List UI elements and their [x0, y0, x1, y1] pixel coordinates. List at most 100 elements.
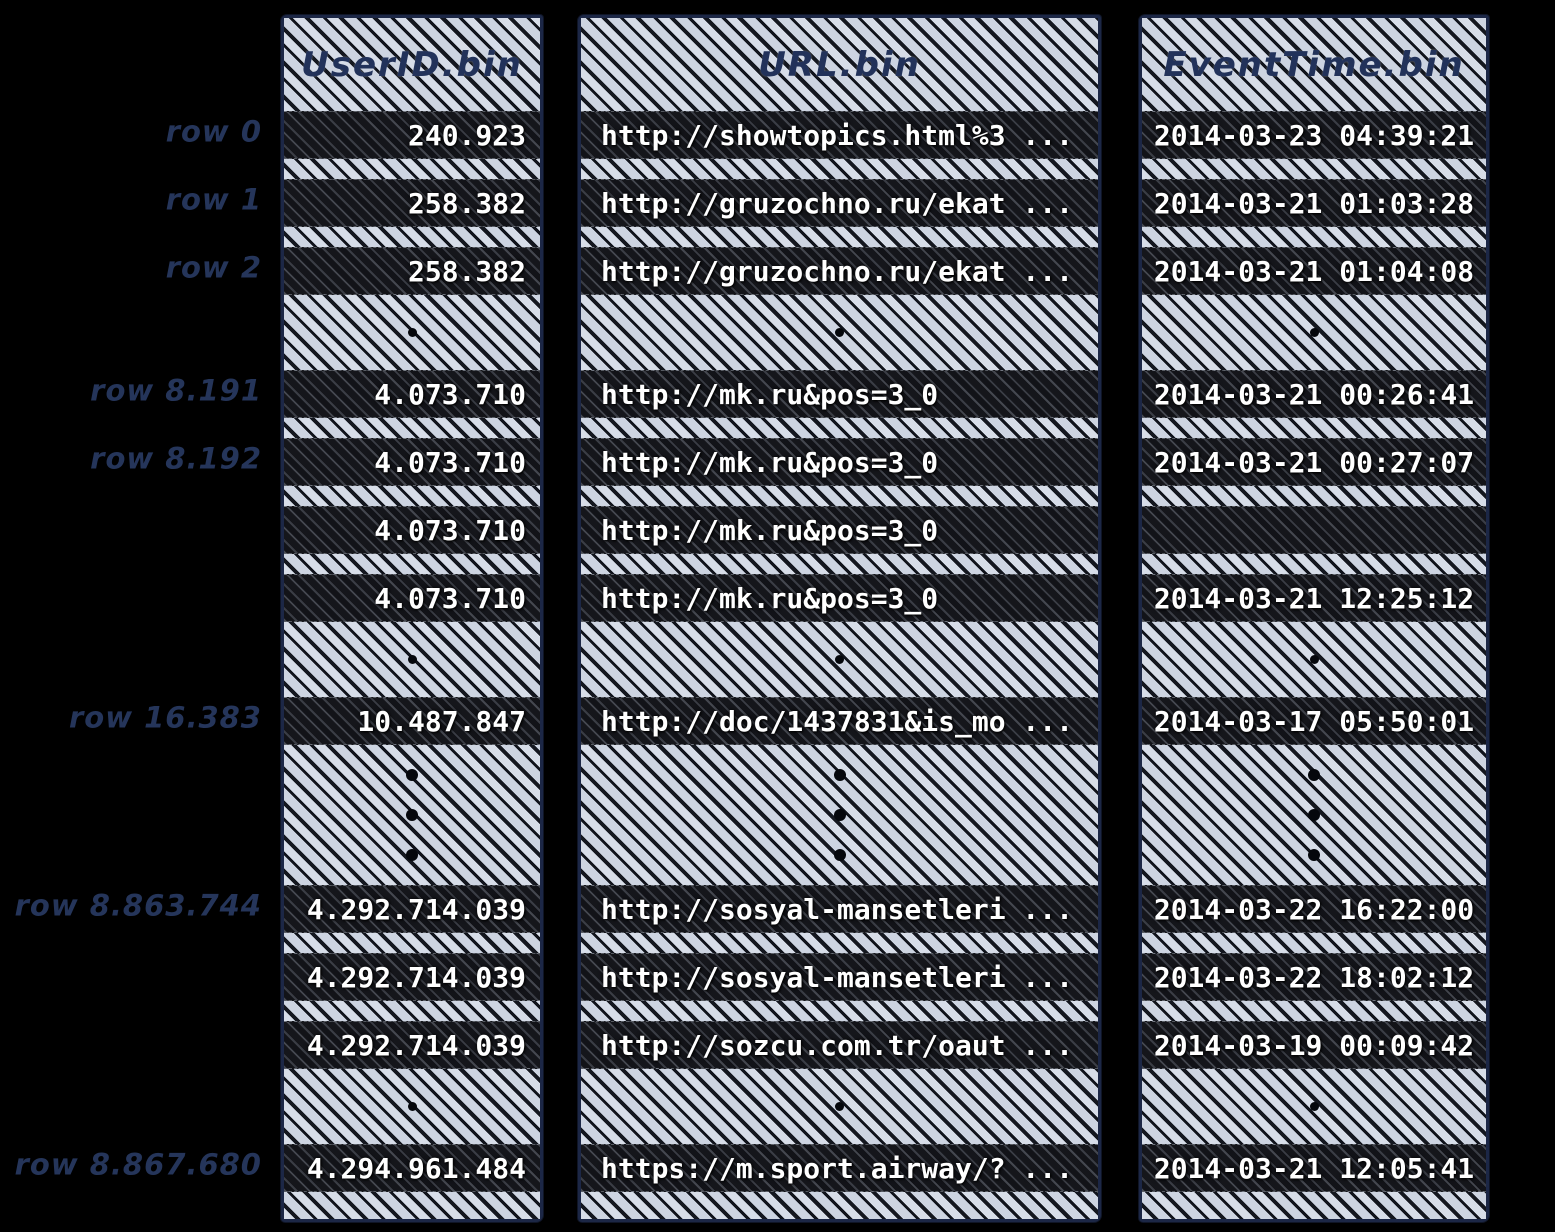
ellipsis-dot: [1309, 1102, 1319, 1111]
cell-value: http://mk.ru&pos=3_0: [601, 581, 939, 615]
ellipsis-dot: [406, 809, 418, 821]
row-label: row 1: [165, 182, 262, 217]
ellipsis-dot: [407, 1102, 417, 1111]
row-label: row 0: [165, 114, 262, 149]
omitted-rows-gap: [1142, 1069, 1486, 1144]
column-file-eventtime: EventTime.bin 2014-03-23 04:39:21 2014-03-…: [1139, 15, 1489, 1222]
data-cell-userid: 4.073.710: [284, 574, 540, 622]
cell-value: 2014-03-21 12:05:41: [1153, 1151, 1475, 1185]
column-footer: [1142, 1192, 1486, 1219]
omitted-rows-gap: [581, 622, 1098, 697]
data-cell-eventtime: 2014-03-21 00:26:41: [1142, 370, 1486, 418]
row-separator: [581, 1001, 1098, 1021]
column-header-eventtime: EventTime.bin: [1142, 18, 1486, 111]
row-separator: [581, 418, 1098, 438]
cell-value: 2014-03-23 04:39:21: [1153, 118, 1475, 152]
ellipsis-dot: [1308, 809, 1320, 821]
cell-value: http://mk.ru&pos=3_0: [601, 377, 939, 411]
row-label: row 8.192: [90, 441, 262, 476]
row-label: row 8.191: [90, 373, 262, 408]
data-cell-url: http://gruzochno.ru/ekat ...: [581, 179, 1098, 227]
ellipsis-dot: [1308, 769, 1320, 781]
row-separator: [1142, 1001, 1486, 1021]
data-cell-userid: 4.294.961.484: [284, 1144, 540, 1192]
data-cell-userid: 4.292.714.039: [284, 953, 540, 1001]
cell-value: 2014-03-17 05:50:01: [1153, 704, 1475, 738]
data-cell-url: http://sosyal-mansetleri ...: [581, 885, 1098, 933]
data-cell-url: http://gruzochno.ru/ekat ...: [581, 247, 1098, 295]
cell-value: 2014-03-21 00:27:07: [1153, 445, 1475, 479]
cell-value: 2014-03-19 00:09:42: [1153, 1028, 1475, 1062]
row-separator: [581, 227, 1098, 247]
data-cell-eventtime: 2014-03-21 00:27:07: [1142, 438, 1486, 486]
row-separator: [1142, 159, 1486, 179]
cell-value: http://sosyal-mansetleri ...: [601, 892, 1074, 926]
data-cell-eventtime: 2014-03-23 04:39:21: [1142, 111, 1486, 159]
column-file-url: URL.bin http://showtopics.html%3 ... http:…: [578, 15, 1101, 1222]
ellipsis-dots: [1142, 745, 1486, 885]
data-cell-url: http://sozcu.com.tr/oaut ...: [581, 1021, 1098, 1069]
ellipsis-dot: [833, 769, 846, 781]
data-cell-url: http://sosyal-mansetleri ...: [581, 953, 1098, 1001]
cell-value: 2014-03-21 01:04:08: [1153, 254, 1475, 288]
row-separator: [1142, 554, 1486, 574]
omitted-rows-gap: [581, 295, 1098, 370]
ellipsis-dot: [835, 328, 844, 337]
data-cell-userid: 4.292.714.039: [284, 885, 540, 933]
omitted-rows-gap: [284, 1069, 540, 1144]
row-separator: [1142, 227, 1486, 247]
column-footer: [284, 1192, 540, 1219]
row-separator: [284, 486, 540, 506]
data-cell-userid: 4.292.714.039: [284, 1021, 540, 1069]
column-header-label: URL.bin: [758, 44, 921, 85]
cell-value: 10.487.847: [357, 704, 526, 738]
cell-value: 4.073.710: [374, 513, 526, 547]
column-footer: [581, 1192, 1098, 1219]
cell-value: 2014-03-21 01:03:28: [1153, 186, 1475, 220]
data-cell-url: http://showtopics.html%3 ...: [581, 111, 1098, 159]
data-cell-eventtime: [1142, 506, 1486, 554]
row-separator: [284, 227, 540, 247]
data-cell-url: http://mk.ru&pos=3_0: [581, 438, 1098, 486]
cell-value: http://mk.ru&pos=3_0: [601, 513, 939, 547]
row-separator: [284, 159, 540, 179]
ellipsis-dots: [581, 745, 1098, 885]
data-cell-userid: 240.923: [284, 111, 540, 159]
cell-value: 258.382: [407, 254, 526, 288]
cell-value: 240.923: [407, 118, 526, 152]
data-cell-userid: 258.382: [284, 179, 540, 227]
data-cell-eventtime: 2014-03-21 12:05:41: [1142, 1144, 1486, 1192]
ellipsis-dot: [835, 1102, 844, 1111]
cell-value: http://gruzochno.ru/ekat ...: [601, 254, 1074, 288]
row-label-gutter: row 0 row 1 row 2 row 8.191 row 8.192 row 16.…: [0, 0, 272, 1232]
cell-value: http://showtopics.html%3 ...: [601, 118, 1074, 152]
data-cell-eventtime: 2014-03-22 18:02:12: [1142, 953, 1486, 1001]
data-cell-userid: 4.073.710: [284, 506, 540, 554]
data-cell-eventtime: 2014-03-17 05:50:01: [1142, 697, 1486, 745]
cell-value: http://sosyal-mansetleri ...: [601, 960, 1074, 994]
cell-value: http://doc/1437831&is_mo ...: [601, 704, 1074, 738]
data-cell-userid: 258.382: [284, 247, 540, 295]
omitted-rows-gap: [1142, 295, 1486, 370]
ellipsis-dot: [407, 655, 417, 664]
data-cell-url: http://mk.ru&pos=3_0: [581, 506, 1098, 554]
row-separator: [581, 933, 1098, 953]
cell-value: 258.382: [407, 186, 526, 220]
data-cell-userid: 4.073.710: [284, 370, 540, 418]
row-separator: [581, 554, 1098, 574]
ellipsis-dot: [407, 328, 417, 337]
omitted-rows-gap: [1142, 622, 1486, 697]
cell-value: http://mk.ru&pos=3_0: [601, 445, 939, 479]
ellipsis-dot: [1309, 328, 1319, 337]
data-cell-url: https://m.sport.airway/? ...: [581, 1144, 1098, 1192]
row-separator: [1142, 418, 1486, 438]
row-separator: [1142, 486, 1486, 506]
data-cell-eventtime: 2014-03-21 01:03:28: [1142, 179, 1486, 227]
data-cell-url: http://mk.ru&pos=3_0: [581, 370, 1098, 418]
data-cell-userid: 10.487.847: [284, 697, 540, 745]
ellipsis-dot: [833, 809, 846, 821]
row-separator: [284, 418, 540, 438]
column-header-userid: UserID.bin: [284, 18, 540, 111]
data-cell-eventtime: 2014-03-22 16:22:00: [1142, 885, 1486, 933]
